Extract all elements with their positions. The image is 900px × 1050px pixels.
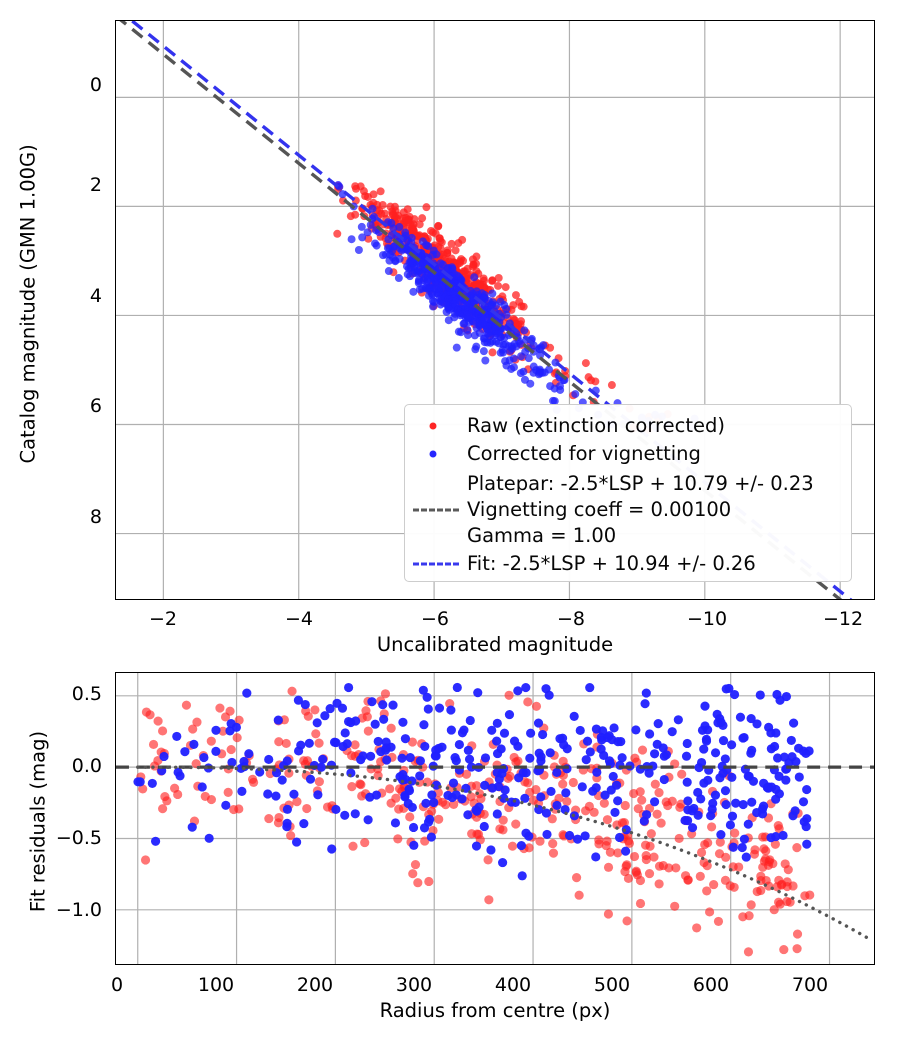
legend-marker-gamma-blank xyxy=(405,523,467,549)
legend-marker-fit xyxy=(405,551,467,577)
legend-label: Platepar: -2.5*LSP + 10.79 +/- 0.23 xyxy=(467,472,814,496)
bottom-xtick-label: 100 xyxy=(197,974,235,996)
top-ytick-label: 8 xyxy=(89,506,102,528)
top-xaxis-title: Uncalibrated magnitude xyxy=(376,633,614,656)
top-xtick-label: −8 xyxy=(556,608,586,630)
legend-label: Corrected for vignetting xyxy=(467,442,701,466)
bottom-xaxis-title: Radius from centre (px) xyxy=(379,999,611,1022)
legend-label: Vignetting coeff = 0.00100 xyxy=(467,498,732,522)
legend-rows: Raw (extinction corrected) Corrected for… xyxy=(405,405,851,581)
legend-label: Gamma = 1.00 xyxy=(467,524,617,548)
bottom-yaxis-title: Fit residuals (mag) xyxy=(26,730,50,913)
top-xtick-label: −4 xyxy=(284,608,314,630)
bottom-xtick-label: 300 xyxy=(395,974,433,996)
bottom-ytick-label: −0.5 xyxy=(55,827,102,849)
top-ytick-label: 6 xyxy=(89,395,102,417)
legend-item-gamma: Gamma = 1.00 xyxy=(405,523,851,549)
bottom-xtick-label: 500 xyxy=(593,974,631,996)
fit-residuals-plot xyxy=(115,672,875,965)
legend-item-platepar: Platepar: -2.5*LSP + 10.79 +/- 0.23 xyxy=(405,471,851,497)
legend-item-raw: Raw (extinction corrected) xyxy=(405,413,851,439)
gray-dashed-line-icon xyxy=(413,508,459,512)
top-xtick-label: −6 xyxy=(420,608,450,630)
legend-marker-vignetting xyxy=(405,497,467,523)
legend: Raw (extinction corrected) Corrected for… xyxy=(404,404,852,582)
legend-marker-platepar-blank xyxy=(405,471,467,497)
bottom-xtick-label: 200 xyxy=(296,974,334,996)
top-xtick-label: −12 xyxy=(822,608,864,630)
legend-item-corrected: Corrected for vignetting xyxy=(405,441,851,467)
bottom-xtick-label: 600 xyxy=(692,974,730,996)
legend-marker-corrected xyxy=(405,441,467,467)
bottom-xtick-label: 700 xyxy=(791,974,829,996)
top-ytick-label: 2 xyxy=(89,174,102,196)
bottom-xtick-label: 0 xyxy=(110,974,124,996)
blue-dashed-line-icon xyxy=(413,562,459,566)
legend-item-fit: Fit: -2.5*LSP + 10.94 +/- 0.26 xyxy=(405,551,851,577)
top-ytick-label: 0 xyxy=(89,74,102,96)
fit-residuals-canvas xyxy=(116,673,874,964)
legend-label: Raw (extinction corrected) xyxy=(467,414,725,438)
bottom-ytick-label: −1.0 xyxy=(55,899,102,921)
legend-marker-raw xyxy=(405,413,467,439)
top-yaxis-title: Catalog magnitude (GMN 1.00G) xyxy=(16,144,40,464)
red-dot-icon xyxy=(429,422,437,430)
top-xtick-label: −10 xyxy=(686,608,728,630)
bottom-ytick-label: 0.5 xyxy=(71,683,102,705)
bottom-ytick-label: 0.0 xyxy=(71,755,102,777)
bottom-xtick-label: 400 xyxy=(494,974,532,996)
top-ytick-label: 4 xyxy=(89,285,102,307)
top-xtick-label: −2 xyxy=(148,608,178,630)
legend-label: Fit: -2.5*LSP + 10.94 +/- 0.26 xyxy=(467,552,756,576)
blue-dot-icon xyxy=(429,450,437,458)
legend-item-vignetting-coeff: Vignetting coeff = 0.00100 xyxy=(405,497,851,523)
